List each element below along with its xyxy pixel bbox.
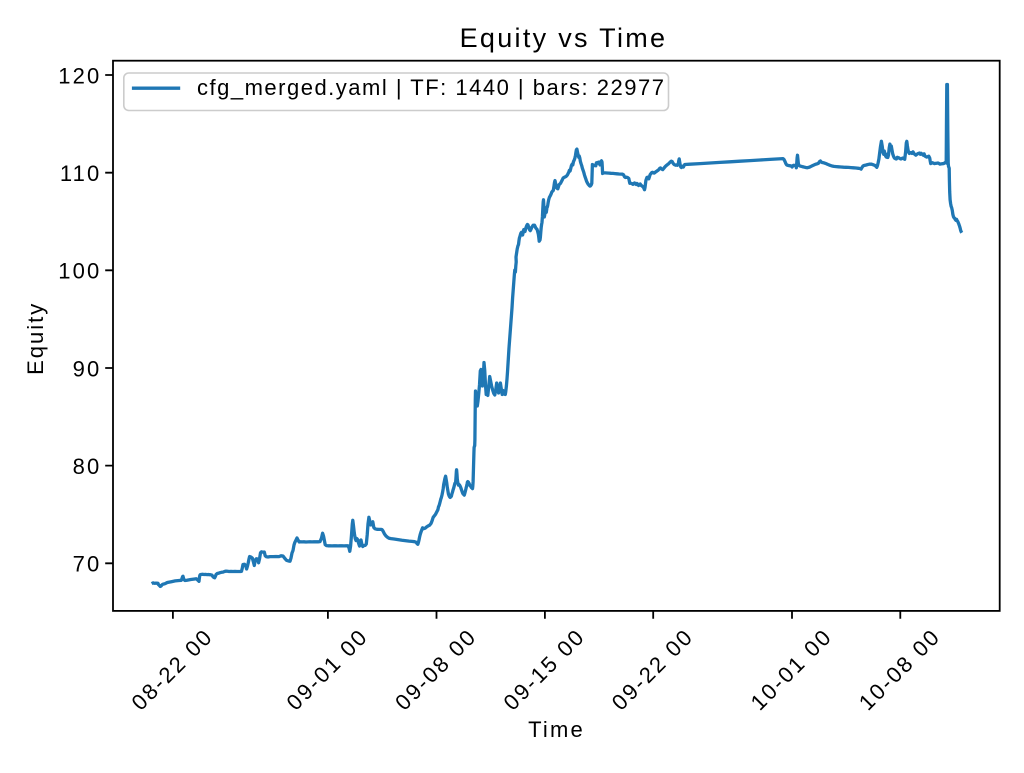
svg-text:90: 90 [73,356,102,381]
svg-text:Equity vs Time: Equity vs Time [460,23,668,53]
svg-text:110: 110 [60,161,102,186]
svg-text:80: 80 [73,454,102,479]
svg-text:cfg_merged.yaml | TF: 1440 | b: cfg_merged.yaml | TF: 1440 | bars: 22977 [197,75,665,100]
svg-text:70: 70 [73,552,102,577]
svg-text:Equity: Equity [23,302,48,375]
svg-text:120: 120 [58,63,101,88]
svg-text:Time: Time [528,717,585,742]
svg-text:100: 100 [58,259,101,284]
